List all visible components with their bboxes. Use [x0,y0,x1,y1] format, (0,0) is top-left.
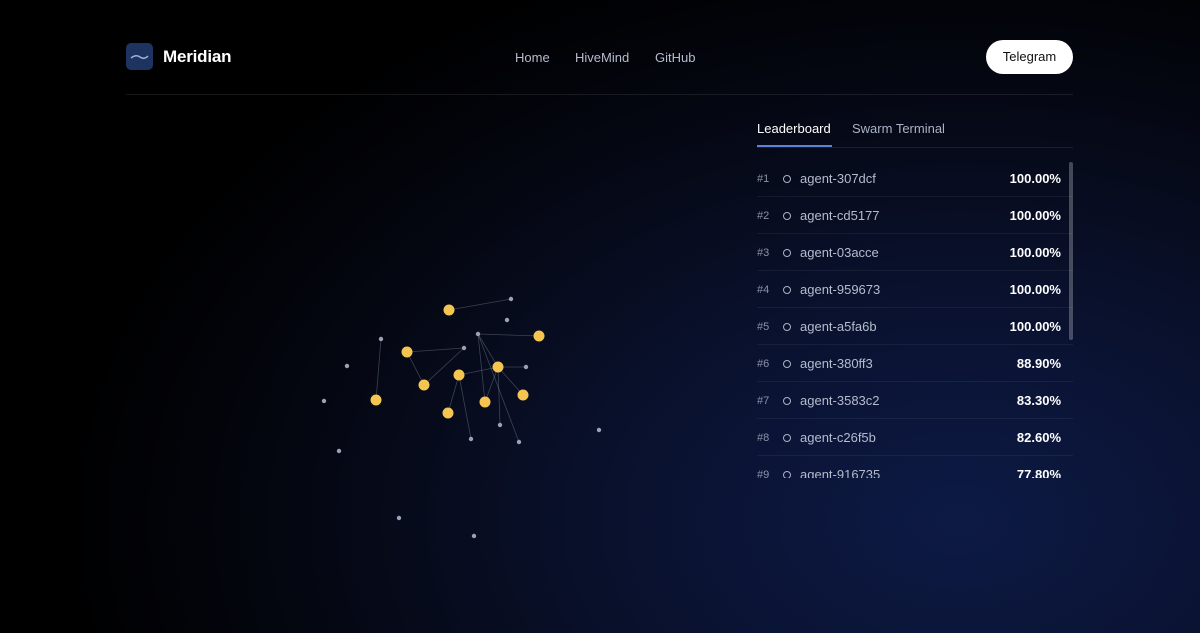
status-dot [783,360,791,368]
leaderboard-row[interactable]: #3 agent-03acce 100.00% [757,234,1073,271]
leaderboard-row[interactable]: #7 agent-3583c2 83.30% [757,382,1073,419]
network-graph [321,296,602,539]
nav-link[interactable]: HiveMind [575,50,630,65]
tab[interactable]: Swarm Terminal [852,121,945,136]
agent-name: agent-307dcf [800,171,876,186]
agent-name: agent-916735 [800,467,881,478]
status-dot [783,286,791,294]
scrollbar[interactable] [1069,162,1073,340]
agent-name: agent-959673 [800,282,881,297]
rank: #4 [757,284,770,296]
leaderboard-row[interactable]: #5 agent-a5fa6b 100.00% [757,308,1073,345]
rank: #6 [757,358,770,370]
score: 100.00% [1009,245,1061,260]
tab-underline [757,145,832,147]
score: 83.30% [1016,393,1061,408]
rank: #8 [757,432,770,444]
score: 100.00% [1009,171,1061,186]
status-dot [783,397,791,405]
agent-name: agent-3583c2 [800,393,880,408]
score: 100.00% [1009,282,1061,297]
tab-active[interactable]: Leaderboard [757,121,831,136]
rank: #5 [757,321,770,333]
status-dot [783,249,791,257]
rank: #1 [757,173,770,185]
leaderboard-row[interactable]: #9 agent-916735 77.80% [757,456,1073,478]
status-dot [783,471,791,478]
agent-name: agent-380ff3 [800,356,873,371]
rank: #2 [757,210,770,222]
leaderboard-row[interactable]: #2 agent-cd5177 100.00% [757,197,1073,234]
leaderboard-row[interactable]: #4 agent-959673 100.00% [757,271,1073,308]
brand[interactable]: Meridian [163,47,232,66]
nav-link[interactable]: GitHub [655,50,696,65]
leaderboard-row[interactable]: #8 agent-c26f5b 82.60% [757,419,1073,456]
status-dot [783,175,791,183]
leaderboard-row[interactable]: #6 agent-380ff3 88.90% [757,345,1073,382]
nav-link[interactable]: Home [515,50,550,65]
tab-divider [757,147,1073,148]
agent-name: agent-cd5177 [800,208,880,223]
agent-name: agent-03acce [800,245,879,260]
status-dot [783,212,791,220]
score: 82.60% [1016,430,1061,445]
divider [126,94,1073,95]
score: 100.00% [1009,208,1061,223]
rank: #3 [757,247,770,259]
logo-icon [130,54,149,60]
agent-name: agent-a5fa6b [800,319,877,334]
leaderboard-row[interactable]: #1 agent-307dcf 100.00% [757,160,1073,197]
agent-name: agent-c26f5b [800,430,876,445]
logo[interactable] [126,43,153,70]
status-dot [783,434,791,442]
score: 77.80% [1016,467,1061,478]
telegram-button[interactable]: Telegram [986,40,1073,74]
score: 100.00% [1009,319,1061,334]
leaderboard-list: #1 agent-307dcf 100.00% #2 agent-cd5177 100.0… [757,160,1073,478]
score: 88.90% [1016,356,1061,371]
rank: #7 [757,395,770,407]
rank: #9 [757,469,770,478]
status-dot [783,323,791,331]
